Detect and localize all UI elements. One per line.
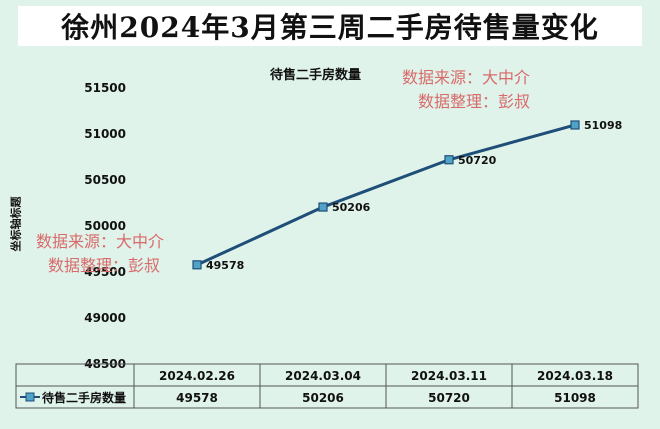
y-tick-label: 49500 bbox=[84, 265, 126, 279]
data-point bbox=[318, 202, 328, 212]
data-label: 51098 bbox=[584, 119, 622, 132]
watermark-left: 数据来源：大中介 数据整理：彭叔 bbox=[36, 230, 164, 278]
data-point bbox=[570, 120, 580, 130]
watermark-top: 数据来源：大中介 数据整理：彭叔 bbox=[402, 66, 530, 114]
data-point bbox=[192, 260, 202, 270]
series-line bbox=[196, 123, 576, 267]
y-tick-label: 51500 bbox=[84, 81, 126, 95]
x-category-label: 2024.03.04 bbox=[285, 369, 361, 383]
data-label: 50206 bbox=[332, 201, 371, 214]
legend-marker bbox=[25, 392, 35, 402]
y-tick-label: 50500 bbox=[84, 173, 126, 187]
data-point bbox=[444, 155, 454, 165]
y-tick-label: 50000 bbox=[84, 219, 126, 233]
watermark-author: 数据整理：彭叔 bbox=[48, 256, 161, 275]
data-table-value: 50206 bbox=[302, 391, 344, 405]
x-category-label: 2024.03.11 bbox=[411, 369, 487, 383]
watermark-source: 数据来源：大中介 bbox=[36, 232, 165, 251]
data-table-value: 50720 bbox=[428, 391, 470, 405]
data-table-value: 49578 bbox=[176, 391, 218, 405]
data-label: 50720 bbox=[458, 154, 497, 167]
x-category-label: 2024.02.26 bbox=[159, 369, 235, 383]
page-title: 徐州2024年3月第三周二手房待售量变化 bbox=[18, 6, 642, 46]
watermark-source: 数据来源：大中介 bbox=[402, 68, 531, 87]
y-tick-label: 49000 bbox=[84, 311, 126, 325]
data-table-value: 51098 bbox=[554, 391, 596, 405]
data-label: 49578 bbox=[206, 259, 244, 272]
legend-series-name: 待售二手房数量 bbox=[42, 390, 126, 405]
chart-title: 待售二手房数量 bbox=[270, 68, 362, 83]
watermark-author: 数据整理：彭叔 bbox=[418, 92, 531, 111]
y-tick-label: 51000 bbox=[84, 127, 126, 141]
x-category-label: 2024.03.18 bbox=[537, 369, 613, 383]
